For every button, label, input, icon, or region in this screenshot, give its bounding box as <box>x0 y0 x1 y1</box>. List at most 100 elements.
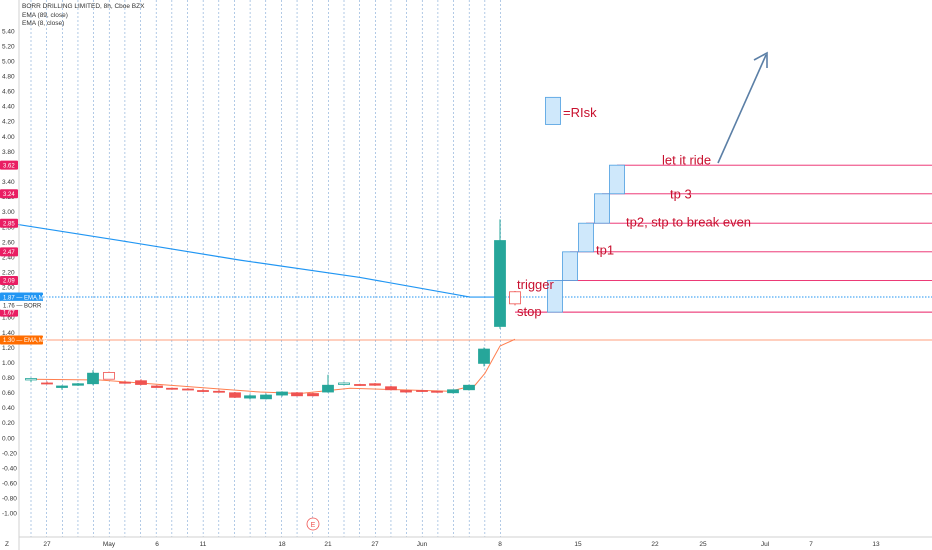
candle <box>276 391 288 397</box>
candle <box>151 385 163 388</box>
x-tick-label: 18 <box>278 541 286 548</box>
candle-body <box>244 395 256 399</box>
candle-body <box>385 386 397 391</box>
candle-body <box>494 240 506 327</box>
y-tick-label: 0.40 <box>2 405 15 412</box>
candle <box>213 389 225 393</box>
earnings-icon[interactable]: E <box>306 517 320 531</box>
price-tag: 3.62 <box>0 160 18 170</box>
y-tick-label: 4.60 <box>2 89 15 96</box>
price-tags: 3.62 3.24 2.85 2.47 2.09 1.67 1.87 — EMA,MA 1.7… <box>0 160 48 345</box>
y-tick-label: 0.00 <box>2 435 15 442</box>
price-tag-bg <box>0 275 18 285</box>
candle-body <box>322 384 334 393</box>
y-tick-label: -0.60 <box>2 481 17 488</box>
ema89-line <box>0 221 500 298</box>
candle <box>244 394 256 400</box>
ema89-legend[interactable]: EMA (89, close) <box>22 11 68 19</box>
y-tick-label: 2.40 <box>2 254 15 261</box>
candle-body <box>166 387 178 390</box>
price-tag: 1.87 — EMA,MA <box>0 292 48 302</box>
candle <box>56 385 68 390</box>
time-axis[interactable]: 27 May 6 11 18 21 27 Jun 8 15 22 25 Jul 7 13 <box>19 536 932 548</box>
candle-body <box>260 394 272 400</box>
candle-body <box>447 389 459 394</box>
candle <box>41 381 53 385</box>
price-tag: 2.85 <box>0 218 18 228</box>
candle <box>322 374 334 393</box>
x-tick-label: 22 <box>651 541 659 548</box>
x-tick-label: Jun <box>417 541 428 548</box>
ema8-legend[interactable]: EMA (8, close) <box>22 20 65 27</box>
candle-body <box>229 392 241 398</box>
x-tick-label: 15 <box>574 541 582 548</box>
svg-text:E: E <box>311 522 316 529</box>
risk-box <box>562 251 578 281</box>
y-tick-label: 2.20 <box>2 269 15 276</box>
candle <box>197 389 209 393</box>
price-tag: 3.24 <box>0 189 18 199</box>
symbol-title[interactable]: BORR DRILLING LIMITED, 8h, Cboe BZX <box>22 3 145 10</box>
candle-body <box>56 385 68 388</box>
ema8-line <box>30 338 516 395</box>
risk-legend-box <box>545 96 561 125</box>
x-tick-label: 25 <box>699 541 707 548</box>
chart-legend: BORR DRILLING LIMITED, 8h, Cboe BZX EMA … <box>22 3 144 29</box>
price-tag-bg <box>0 247 18 257</box>
price-tag: 2.47 <box>0 247 18 257</box>
price-tag: 1.76 — BORR <box>0 300 43 310</box>
annotations[interactable]: =RIsk let it ride tp 3 tp2, stp to break ev… <box>517 105 751 319</box>
candle <box>447 389 459 394</box>
candle <box>307 392 319 397</box>
candle-body <box>307 393 319 397</box>
price-tag-label: 1.30 — EMA,MA <box>3 338 48 344</box>
candle-body <box>276 391 288 396</box>
x-tick-label: Jul <box>761 541 770 548</box>
price-axis[interactable]: 5.405.205.004.804.604.404.204.003.803.60… <box>2 0 20 550</box>
ema-lines <box>0 221 516 395</box>
candle <box>338 382 350 386</box>
y-tick-label: -0.20 <box>2 450 17 457</box>
x-tick-label: 6 <box>155 541 159 548</box>
y-tick-label: 5.20 <box>2 43 15 50</box>
candle <box>494 219 506 329</box>
candle <box>354 383 366 386</box>
candle-body <box>400 390 412 393</box>
price-tag-label: 3.62 <box>3 163 15 169</box>
x-tick-label: 13 <box>872 541 880 548</box>
x-tick-label: 21 <box>324 541 332 548</box>
candle <box>182 388 194 391</box>
annotation-label: tp 3 <box>670 187 692 202</box>
candle-body <box>369 383 381 386</box>
price-tag-label: 2.47 <box>3 250 15 256</box>
timezone-corner[interactable]: Z <box>5 541 9 548</box>
risk-boxes[interactable] <box>545 96 625 313</box>
y-tick-label: 1.60 <box>2 315 15 322</box>
risk-box <box>609 164 625 195</box>
y-tick-label: -1.00 <box>2 511 17 518</box>
candle-body <box>41 382 53 385</box>
candle-body <box>338 382 350 385</box>
x-tick-label: 8 <box>498 541 502 548</box>
candle <box>119 380 131 384</box>
y-tick-label: 2.80 <box>2 224 15 231</box>
price-tag-bg <box>0 307 18 317</box>
y-tick-label: 3.00 <box>2 209 15 216</box>
y-tick-label: 2.60 <box>2 239 15 246</box>
candle <box>229 392 241 399</box>
candle <box>416 389 428 393</box>
x-tick-label: 11 <box>200 541 207 548</box>
price-tag-label: 1.67 <box>3 310 15 316</box>
arrow-up-icon[interactable] <box>717 51 768 164</box>
candle-body <box>135 380 147 385</box>
grid-lines <box>30 0 501 537</box>
candle <box>135 379 147 386</box>
candles[interactable] <box>25 219 521 400</box>
y-tick-label: 4.00 <box>2 134 15 141</box>
price-tag-label: 1.87 — EMA,MA <box>3 295 48 301</box>
price-tag-label: 1.76 — BORR <box>3 304 42 310</box>
price-tag: 1.30 — EMA,MA <box>0 335 48 345</box>
candle-body <box>213 390 225 393</box>
candle <box>25 377 37 383</box>
